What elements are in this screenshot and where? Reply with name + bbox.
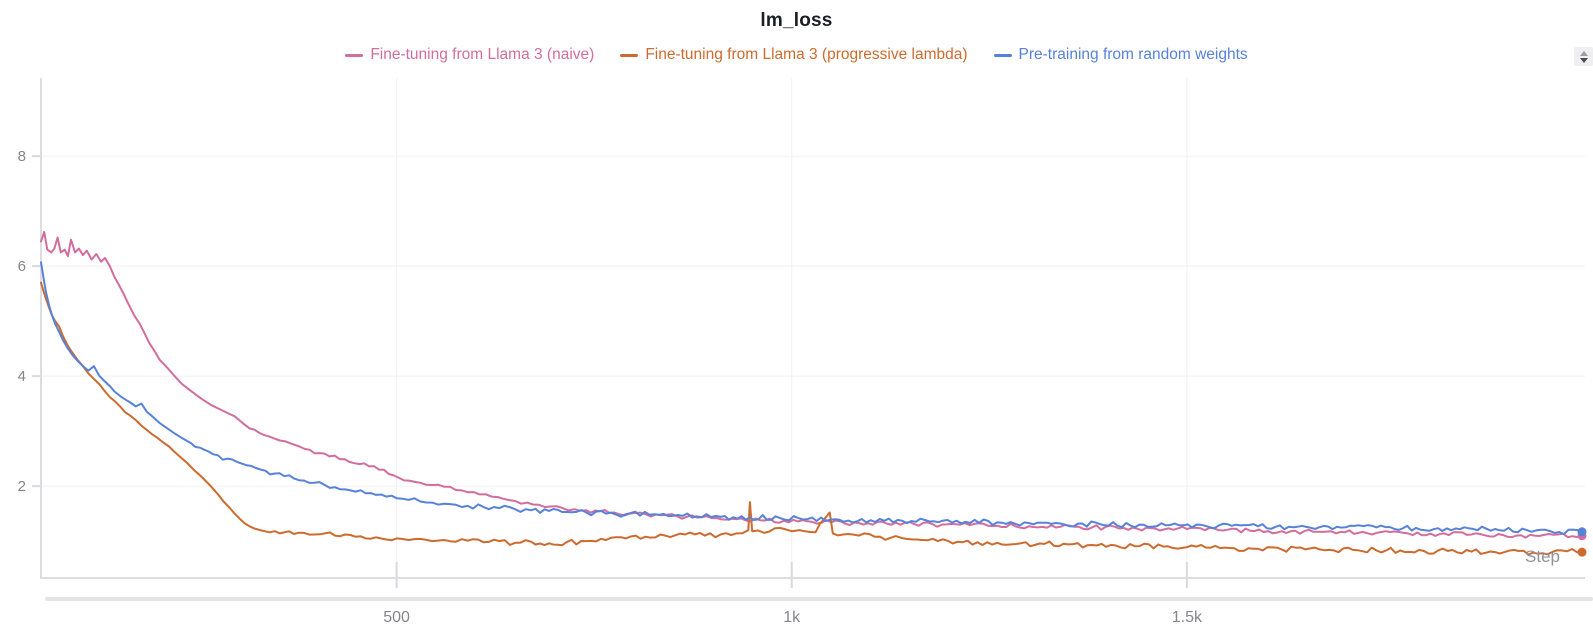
legend-swatch xyxy=(620,53,639,57)
y-tick-label: 4 xyxy=(18,368,26,385)
down-arrow-icon xyxy=(1579,57,1588,63)
legend-label: Pre-training from random weights xyxy=(1018,46,1248,63)
series-line xyxy=(40,231,1583,539)
x-tick-label: 1.5k xyxy=(1172,609,1203,626)
legend-label: Fine-tuning from Llama 3 (naive) xyxy=(370,46,595,63)
series-end-dot xyxy=(1577,547,1587,557)
y-tick-label: 8 xyxy=(18,148,26,165)
series-line xyxy=(40,261,1583,536)
horizontal-scrollbar[interactable] xyxy=(45,597,1593,601)
legend-item[interactable]: Fine-tuning from Llama 3 (progressive la… xyxy=(620,45,968,65)
up-arrow-icon xyxy=(1579,50,1588,56)
chart-title: lm_loss xyxy=(760,10,833,31)
y-tick-label: 2 xyxy=(18,478,26,495)
x-axis-title: Step xyxy=(1525,547,1560,566)
legend-swatch xyxy=(345,53,364,57)
x-tick-label: 1k xyxy=(783,609,801,626)
stepper-icon[interactable] xyxy=(1574,47,1593,66)
x-tick-label: 500 xyxy=(383,609,410,626)
y-tick-label: 6 xyxy=(18,258,26,275)
legend-swatch xyxy=(993,53,1012,57)
legend: Fine-tuning from Llama 3 (naive) Fine-tun… xyxy=(0,45,1593,65)
series-line xyxy=(40,281,1583,556)
legend-label: Fine-tuning from Llama 3 (progressive la… xyxy=(645,46,968,63)
legend-item[interactable]: Fine-tuning from Llama 3 (naive) xyxy=(345,45,594,65)
series-end-dot xyxy=(1577,527,1587,537)
legend-item[interactable]: Pre-training from random weights xyxy=(993,45,1248,65)
